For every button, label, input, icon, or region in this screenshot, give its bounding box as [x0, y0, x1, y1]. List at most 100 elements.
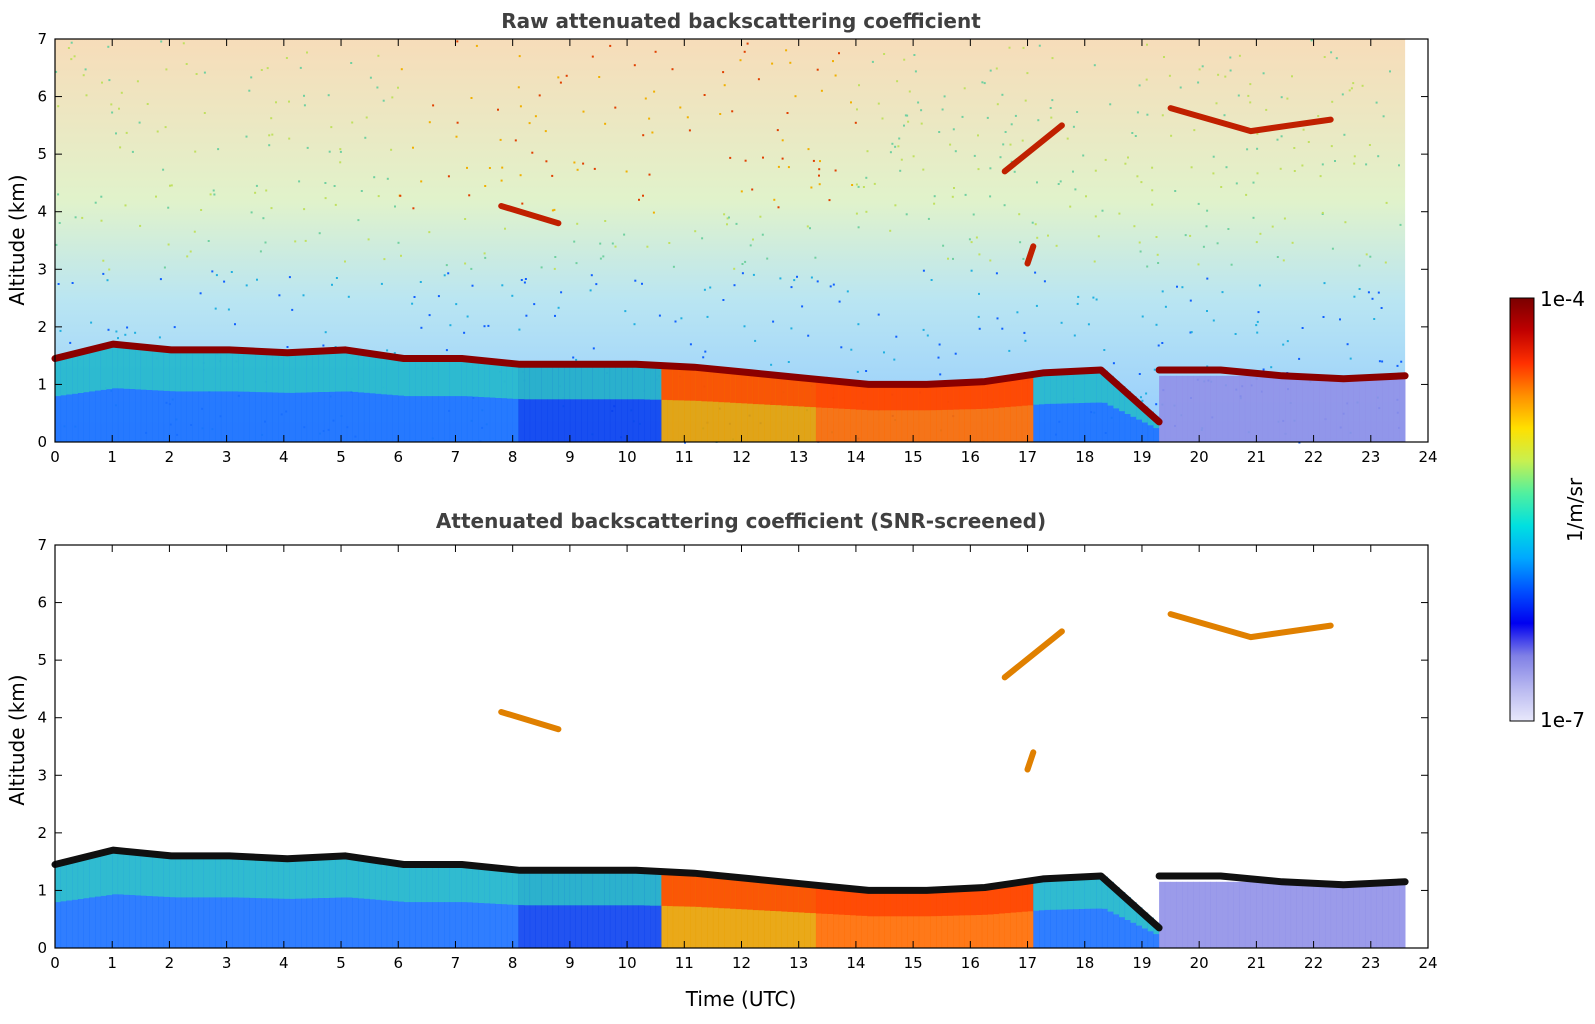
noise-speckle — [108, 268, 111, 271]
noise-speckle — [382, 99, 385, 102]
boundary-layer-upper — [552, 364, 559, 400]
noise-speckle — [445, 349, 448, 352]
noise-speckle — [255, 184, 258, 187]
boundary-layer-upper — [672, 366, 679, 401]
noise-speckle — [968, 238, 971, 241]
noise-speckle — [908, 90, 911, 93]
noise-speckle — [1013, 170, 1016, 173]
boundary-layer-upper — [1119, 892, 1126, 918]
boundary-layer-column — [301, 858, 308, 948]
boundary-layer-upper — [123, 851, 130, 895]
boundary-layer-upper — [918, 384, 925, 411]
boundary-layer-upper — [444, 864, 451, 903]
noise-speckle — [1353, 295, 1356, 298]
noise-speckle — [306, 51, 308, 54]
noise-speckle — [520, 279, 523, 281]
noise-speckle — [576, 168, 579, 171]
x-tick-label: 5 — [336, 954, 346, 972]
noise-speckle — [739, 59, 742, 62]
noise-speckle — [254, 191, 257, 194]
noise-speckle — [744, 260, 747, 263]
boundary-layer-upper — [987, 381, 994, 409]
boundary-layer-upper — [175, 855, 182, 898]
noise-speckle — [110, 103, 113, 106]
boundary-layer-column — [375, 354, 382, 442]
noise-speckle — [1174, 190, 1177, 192]
noise-speckle — [1270, 366, 1273, 369]
noise-speckle — [288, 100, 290, 103]
noise-speckle — [856, 108, 858, 111]
boundary-layer-upper — [272, 858, 279, 899]
noise-speckle — [1198, 68, 1201, 71]
boundary-layer-column — [318, 857, 325, 948]
boundary-layer-upper — [547, 364, 554, 400]
boundary-layer-upper — [627, 364, 634, 400]
boundary-layer-upper — [95, 854, 102, 897]
noise-speckle — [1087, 323, 1090, 326]
boundary-layer-column — [77, 352, 84, 442]
noise-speckle — [81, 216, 84, 219]
noise-speckle — [942, 244, 945, 247]
boundary-layer-column — [993, 886, 1000, 948]
boundary-layer-column — [707, 874, 714, 948]
x-tick-label: 18 — [1075, 448, 1094, 466]
boundary-layer-upper — [226, 855, 233, 898]
noise-speckle — [1234, 333, 1237, 335]
boundary-layer-upper — [369, 859, 376, 900]
noise-speckle — [248, 89, 251, 92]
boundary-layer-upper — [947, 889, 954, 916]
noise-speckle — [786, 112, 789, 114]
x-tick-label: 10 — [618, 954, 637, 972]
noise-speckle — [82, 74, 85, 77]
noise-speckle — [1257, 311, 1260, 314]
boundary-layer-upper — [650, 365, 657, 400]
boundary-layer-upper — [1136, 907, 1143, 926]
boundary-layer-upper — [495, 361, 502, 398]
noise-speckle — [828, 199, 831, 202]
noise-speckle — [369, 76, 372, 79]
boundary-layer-upper — [95, 348, 102, 391]
boundary-layer-column — [295, 352, 302, 442]
boundary-layer-column — [850, 382, 857, 442]
noise-speckle — [1076, 111, 1079, 113]
boundary-layer-column — [404, 864, 411, 948]
noise-speckle — [818, 168, 821, 171]
boundary-layer-upper — [775, 375, 782, 406]
boundary-layer-column — [1262, 375, 1269, 442]
boundary-layer-column — [632, 364, 639, 442]
boundary-layer-upper — [678, 366, 685, 401]
boundary-layer-upper — [941, 889, 948, 916]
boundary-layer-column — [775, 375, 782, 442]
boundary-layer-column — [381, 355, 388, 442]
boundary-layer-upper — [238, 856, 245, 898]
noise-speckle — [1139, 250, 1142, 253]
noise-speckle — [938, 343, 941, 346]
noise-speckle — [1038, 44, 1041, 47]
noise-speckle — [1265, 108, 1268, 111]
noise-speckle — [1066, 137, 1069, 140]
noise-speckle — [743, 50, 746, 53]
noise-speckle — [1010, 123, 1013, 126]
noise-speckle — [189, 250, 192, 253]
noise-speckle — [357, 219, 360, 222]
noise-speckle — [380, 282, 383, 285]
boundary-layer-column — [1199, 375, 1206, 442]
boundary-layer-upper — [135, 852, 142, 896]
noise-speckle — [930, 279, 933, 281]
boundary-layer-column — [55, 864, 62, 948]
boundary-layer-upper — [318, 857, 325, 898]
noise-speckle — [250, 211, 253, 214]
x-tick-label: 7 — [451, 448, 461, 466]
noise-speckle — [55, 243, 58, 246]
boundary-layer-column — [575, 870, 582, 948]
boundary-layer-column — [186, 349, 193, 442]
boundary-layer-upper — [964, 888, 971, 916]
boundary-layer-upper — [72, 354, 79, 394]
noise-speckle — [1060, 321, 1063, 324]
boundary-layer-column — [587, 364, 594, 442]
boundary-layer-column — [358, 351, 365, 442]
noise-speckle — [1368, 144, 1371, 146]
boundary-layer-column — [169, 349, 176, 442]
noise-speckle — [1141, 399, 1144, 402]
boundary-layer-column — [678, 366, 685, 442]
